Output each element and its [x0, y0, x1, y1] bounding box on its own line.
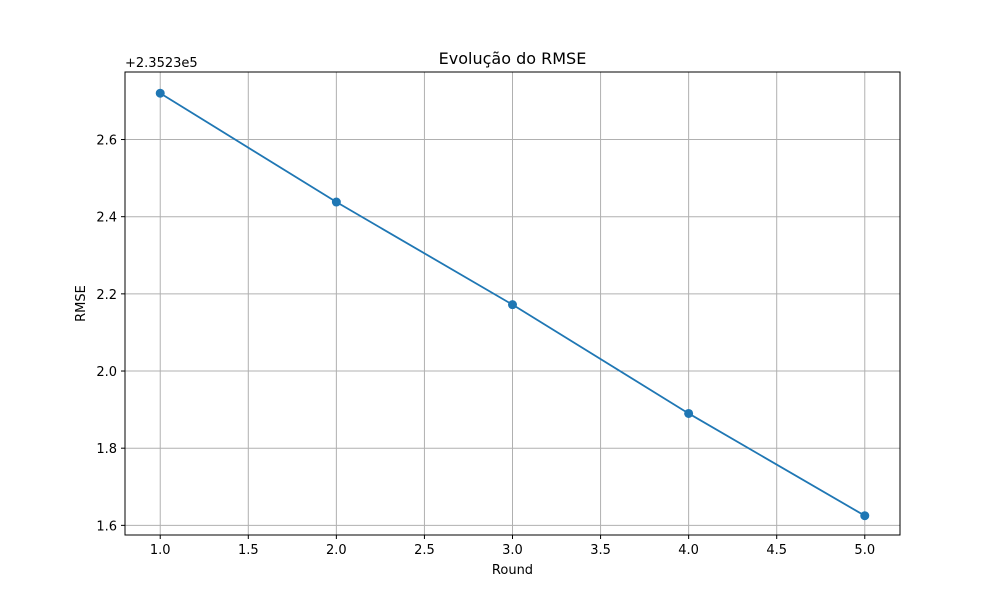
x-tick-label: 2.5: [414, 543, 435, 558]
chart-title: Evolução do RMSE: [439, 49, 587, 68]
x-tick-label: 2.0: [326, 543, 347, 558]
rmse-data-point: [508, 300, 517, 310]
x-tick-label: 1.5: [238, 543, 259, 558]
x-tick-label: 1.0: [150, 543, 171, 558]
y-tick-label: 1.6: [96, 519, 117, 534]
x-tick-label: 3.0: [502, 543, 523, 558]
y-tick-label: 2.2: [96, 288, 117, 303]
ticks-layer: 1.0 1.5 2.0 2.5 3.0 3.5 4.0 4.5 5.0 1.6 1.8 2.0 2.2 2…: [96, 134, 875, 558]
y-tick-label: 2.6: [96, 134, 117, 149]
x-tick-label: 5.0: [854, 543, 875, 558]
y-tick-label: 2.4: [96, 211, 117, 226]
y-offset-label: +2.3523e5: [125, 56, 198, 71]
rmse-data-point: [860, 511, 870, 521]
rmse-data-point: [331, 197, 341, 207]
x-tick-label: 4.5: [766, 543, 787, 558]
x-tick-label: 4.0: [678, 543, 699, 558]
rmse-data-point: [684, 408, 694, 418]
rmse-data-point: [155, 88, 165, 98]
y-axis-label: RMSE: [74, 285, 89, 322]
series-layer: [155, 88, 870, 521]
y-tick-label: 1.8: [96, 442, 117, 457]
x-tick-label: 3.5: [590, 543, 611, 558]
grid-layer: [125, 72, 900, 535]
x-axis-label: Round: [492, 563, 533, 578]
y-tick-label: 2.0: [96, 365, 117, 380]
